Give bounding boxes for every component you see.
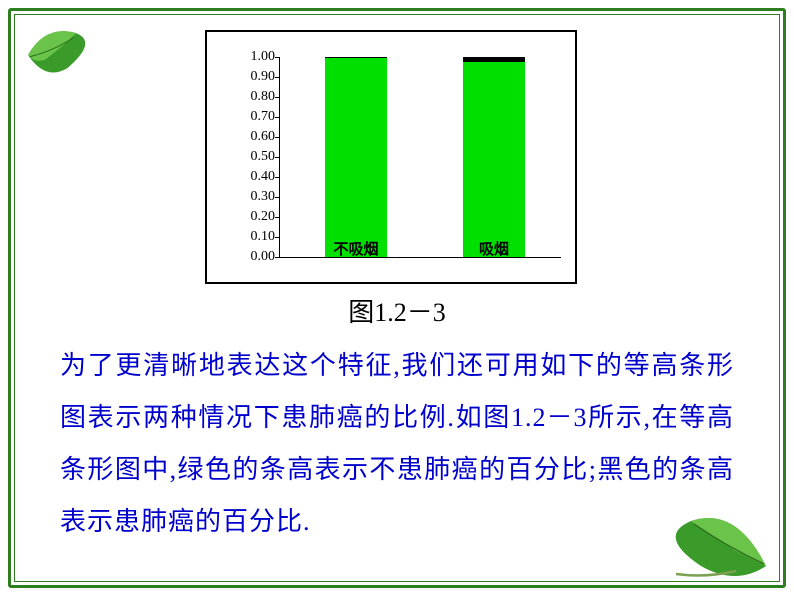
bar-segment-green — [463, 62, 525, 257]
y-tick-label: 1.00 — [225, 49, 275, 65]
y-tick-mark — [275, 257, 279, 258]
figure-caption: 图1.2－3 — [0, 292, 794, 329]
y-tick-label: 0.60 — [225, 129, 275, 145]
y-tick-label: 0.00 — [225, 249, 275, 265]
bar-segment-green — [325, 58, 387, 257]
x-axis — [279, 257, 561, 258]
leaf-decoration-top-left — [18, 20, 108, 90]
y-tick-label: 0.30 — [225, 189, 275, 205]
bar-category-label: 吸烟 — [479, 238, 509, 259]
bar — [325, 57, 387, 257]
plot-area: 不吸烟 吸烟 — [279, 57, 561, 257]
y-tick-label: 0.80 — [225, 89, 275, 105]
y-tick-label: 0.40 — [225, 169, 275, 185]
y-tick-label: 0.90 — [225, 69, 275, 85]
y-tick-label: 0.50 — [225, 149, 275, 165]
bar-category-label: 不吸烟 — [333, 238, 378, 259]
y-tick-label: 0.20 — [225, 209, 275, 225]
y-tick-label: 0.70 — [225, 109, 275, 125]
chart-container: 0.00 0.10 0.20 0.30 0.40 0.50 0.60 0.70 0.80 0.90… — [205, 30, 577, 284]
bar — [463, 57, 525, 257]
y-tick-label: 0.10 — [225, 229, 275, 245]
body-paragraph: 为了更清晰地表达这个特征,我们还可用如下的等高条形图表示两种情况下患肺癌的比例.… — [60, 340, 734, 548]
